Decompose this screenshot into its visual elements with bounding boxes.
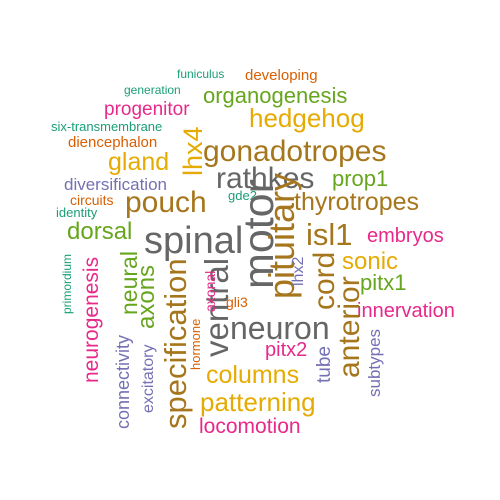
word-connectivity: connectivity xyxy=(113,334,133,429)
word-neurogenesis: neurogenesis xyxy=(80,256,103,383)
word-hedgehog: hedgehog xyxy=(249,103,365,133)
word-excitatory: excitatory xyxy=(140,344,157,413)
word-embryos: embryos xyxy=(367,225,444,247)
word-sonic: sonic xyxy=(342,248,399,275)
word-spinal: spinal xyxy=(144,220,244,262)
word-neuron: neuron xyxy=(230,310,330,346)
word-circuits: circuits xyxy=(70,192,114,208)
word-lhx4: lhx4 xyxy=(178,126,208,176)
word-isl1: isl1 xyxy=(306,217,353,252)
word-diencephalon: diencephalon xyxy=(68,134,158,151)
word-subtypes: subtypes xyxy=(365,328,384,397)
word-patterning: patterning xyxy=(200,387,316,417)
word-pouch: pouch xyxy=(125,186,207,219)
word-developing: developing xyxy=(245,67,318,84)
word-innervation: innervation xyxy=(357,300,455,322)
word-gonadotropes: gonadotropes xyxy=(203,135,387,168)
word-organogenesis: organogenesis xyxy=(203,83,348,108)
word-dorsal: dorsal xyxy=(67,218,133,245)
word-tube: tube xyxy=(314,346,335,383)
word-prop1: prop1 xyxy=(332,166,389,191)
word-anterior: anterior xyxy=(333,276,366,378)
word-gli3: gli3 xyxy=(226,294,248,310)
word-columns: columns xyxy=(206,361,300,389)
word-thyrotropes: thyrotropes xyxy=(294,188,420,216)
word-locomotion: locomotion xyxy=(199,415,301,438)
word-axons: axons xyxy=(133,264,160,329)
word-funiculus: funiculus xyxy=(177,67,225,81)
word-rathkes: rathkes xyxy=(216,162,315,195)
word-identity: identity xyxy=(56,205,98,220)
word-lhx2: lhx2 xyxy=(290,256,307,286)
word-pitx1: pitx1 xyxy=(360,270,407,295)
word-gland: gland xyxy=(108,148,170,176)
word-progenitor: progenitor xyxy=(104,99,190,120)
word-six-transmembrane: six-transmembrane xyxy=(51,119,163,134)
word-gde2: gde2 xyxy=(228,188,257,203)
word-pitx2: pitx2 xyxy=(265,339,308,361)
word-primordium: primordium xyxy=(60,253,74,314)
word-diversification: diversification xyxy=(64,175,167,194)
word-generation: generation xyxy=(124,83,181,97)
word-specification: specification xyxy=(158,258,193,429)
word-axonal: axonal xyxy=(202,270,218,312)
